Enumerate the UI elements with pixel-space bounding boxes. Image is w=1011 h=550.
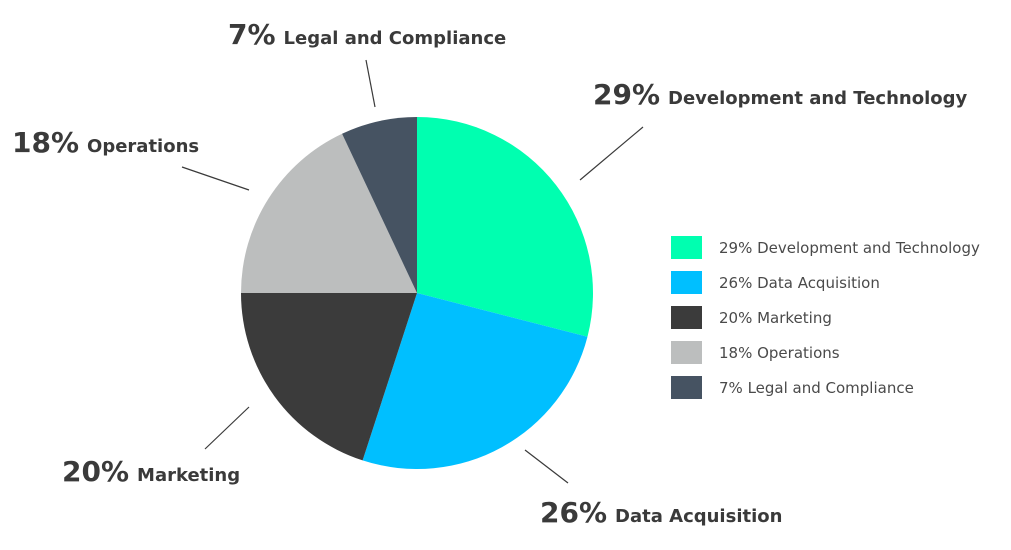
- callout-operations: 18% Operations: [12, 126, 199, 159]
- callout-marketing: 20% Marketing: [62, 455, 240, 488]
- callout-label: Operations: [87, 136, 199, 157]
- pie-slice-data-acquisition: [362, 293, 588, 470]
- leader-line-operations: [181, 166, 250, 191]
- pie-slice-legal-and-compliance: [342, 117, 417, 293]
- callout-data-acquisition: 26% Data Acquisition: [540, 496, 782, 529]
- leader-lines: [181, 59, 644, 484]
- legend-label-legal-and-compliance: 7% Legal and Compliance: [719, 379, 914, 397]
- callout-label: Marketing: [137, 465, 240, 486]
- callout-label: Development and Technology: [668, 88, 967, 109]
- leader-line-development-and-technology: [579, 126, 644, 181]
- callout-label: Data Acquisition: [615, 506, 782, 527]
- legend-swatch-operations: [671, 341, 702, 364]
- callout-percent: 7%: [228, 18, 276, 51]
- legend-swatch-legal-and-compliance: [671, 376, 702, 399]
- pie-slice-marketing: [241, 293, 417, 461]
- legend-label-development-and-technology: 29% Development and Technology: [719, 239, 980, 257]
- callout-percent: 26%: [540, 496, 607, 529]
- callout-label: Legal and Compliance: [284, 28, 507, 49]
- legend-swatch-marketing: [671, 306, 702, 329]
- legend-swatch-data-acquisition: [671, 271, 702, 294]
- pie-slices: [240, 117, 593, 470]
- legend-label-operations: 18% Operations: [719, 344, 840, 362]
- leader-line-marketing: [204, 406, 250, 450]
- leader-line-data-acquisition: [524, 449, 569, 484]
- legend-swatch-development-and-technology: [671, 236, 702, 259]
- callout-legal-and-compliance: 7% Legal and Compliance: [228, 18, 506, 51]
- legend-label-marketing: 20% Marketing: [719, 309, 832, 327]
- leader-line-legal-and-compliance: [365, 59, 376, 108]
- pie-slice-development-and-technology: [417, 117, 593, 337]
- callout-percent: 18%: [12, 126, 79, 159]
- legend-label-data-acquisition: 26% Data Acquisition: [719, 274, 880, 292]
- pie-slice-operations: [240, 133, 417, 293]
- callout-development-and-technology: 29% Development and Technology: [593, 78, 967, 111]
- callout-percent: 29%: [593, 78, 660, 111]
- legend: 29% Development and Technology 26% Data A…: [671, 236, 980, 399]
- callout-percent: 20%: [62, 455, 129, 488]
- callout-labels: 29% Development and Technology 26% Data Acq…: [12, 18, 967, 529]
